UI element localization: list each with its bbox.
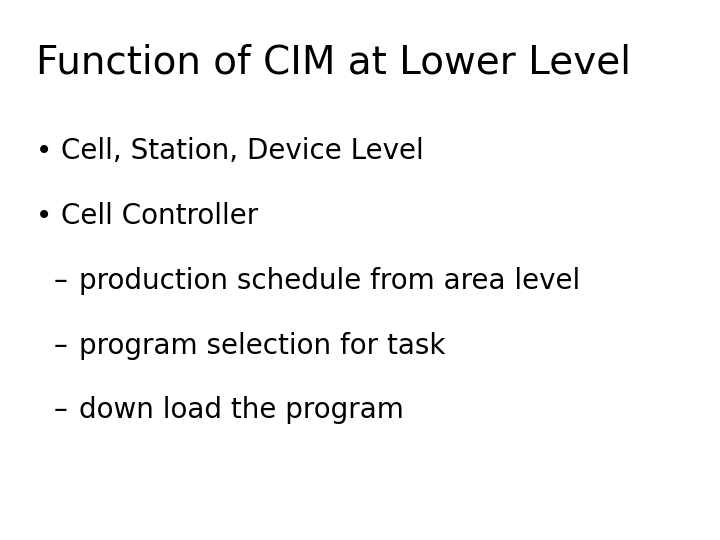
Text: –: – — [54, 267, 68, 295]
Text: down load the program: down load the program — [79, 396, 404, 424]
Text: –: – — [54, 396, 68, 424]
Text: Function of CIM at Lower Level: Function of CIM at Lower Level — [36, 43, 631, 81]
Text: –: – — [54, 332, 68, 360]
Text: program selection for task: program selection for task — [79, 332, 446, 360]
Text: Cell, Station, Device Level: Cell, Station, Device Level — [61, 137, 424, 165]
Text: Cell Controller: Cell Controller — [61, 202, 258, 230]
Text: •: • — [36, 137, 53, 165]
Text: •: • — [36, 202, 53, 230]
Text: production schedule from area level: production schedule from area level — [79, 267, 580, 295]
